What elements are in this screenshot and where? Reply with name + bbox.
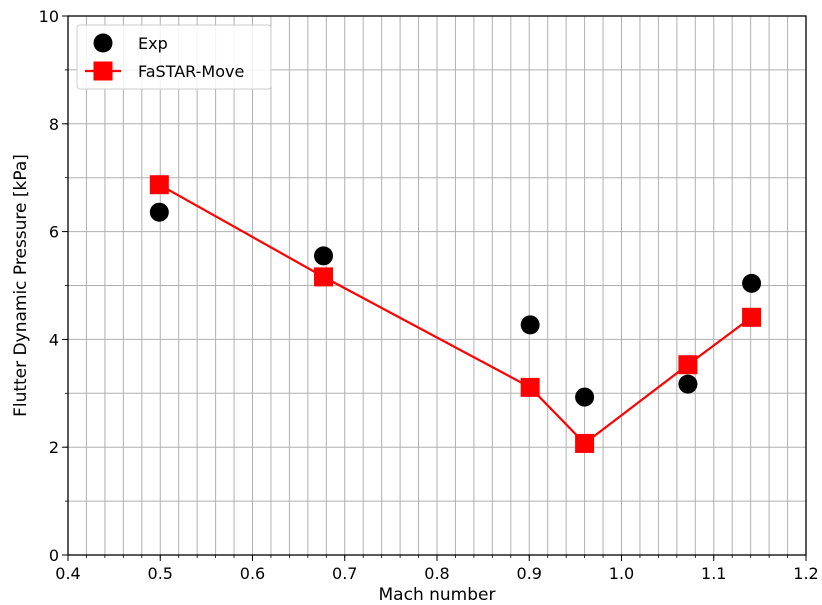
y-tick-label: 4	[49, 330, 59, 349]
exp-point	[575, 387, 595, 407]
y-tick-label: 8	[49, 115, 59, 134]
plot-series	[149, 175, 762, 453]
x-tick-label: 0.7	[332, 564, 357, 583]
y-axis-title: Flutter Dynamic Pressure [kPa]	[11, 154, 31, 417]
exp-point	[149, 202, 169, 222]
fastar-point	[678, 355, 698, 375]
y-tick-label: 6	[49, 223, 59, 242]
x-tick-label: 0.8	[424, 564, 449, 583]
exp-point	[742, 273, 762, 293]
legend-box	[76, 24, 272, 90]
fastar-point	[314, 267, 334, 287]
legend-label: Exp	[138, 34, 168, 53]
x-tick-label: 0.4	[55, 564, 80, 583]
series-line	[158, 183, 753, 445]
legend-marker-circle	[93, 33, 113, 53]
x-tick-label: 1.2	[793, 564, 818, 583]
x-tick-label: 0.6	[240, 564, 265, 583]
x-tick-label: 1.0	[609, 564, 634, 583]
x-tick-label: 1.1	[701, 564, 726, 583]
x-tick-label: 0.5	[148, 564, 173, 583]
legend-label: FaSTAR-Move	[138, 62, 244, 81]
legend: Exp FaSTAR-Move	[76, 24, 272, 90]
fastar-point	[149, 175, 169, 195]
axis-ticks: 0.4 0.5 0.6 0.7 0.8 0.9 1.0 1.1 1.2 0 2 4 6 8 10	[39, 7, 819, 583]
fastar-point	[520, 377, 540, 397]
legend-marker-square	[93, 61, 113, 81]
x-axis-title: Mach number	[379, 585, 496, 605]
y-tick-label: 0	[49, 546, 59, 565]
exp-point	[678, 374, 698, 394]
fastar-point	[575, 433, 595, 453]
y-tick-label: 2	[49, 438, 59, 457]
grid	[67, 15, 807, 556]
y-tick-label: 10	[39, 7, 59, 26]
x-tick-label: 0.9	[517, 564, 542, 583]
exp-point	[520, 315, 540, 335]
exp-point	[314, 246, 334, 266]
fastar-point	[742, 307, 762, 327]
